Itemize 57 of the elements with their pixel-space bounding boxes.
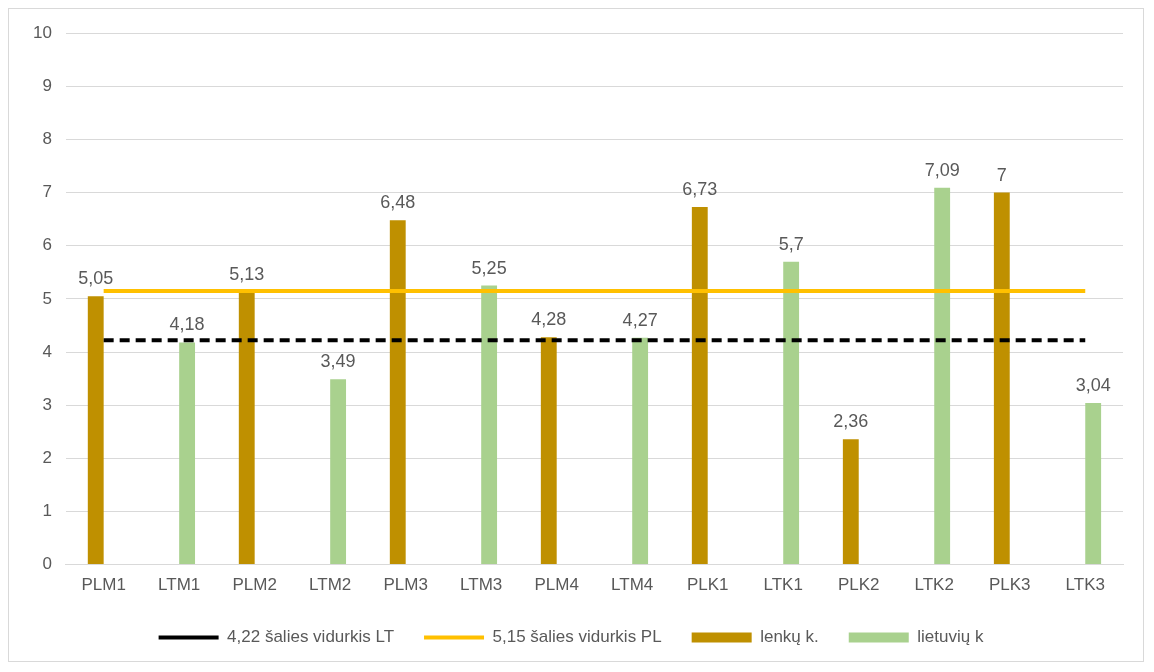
- data-label: 3,49: [320, 351, 356, 372]
- bar: [481, 285, 498, 565]
- data-label: 2,36: [833, 411, 869, 432]
- bar: [87, 296, 104, 565]
- bar: [993, 192, 1010, 565]
- bar: [842, 439, 859, 565]
- x-tick-label: PLM2: [232, 575, 277, 595]
- y-tick-label: 3: [42, 394, 52, 414]
- data-label: 6,73: [682, 178, 718, 199]
- y-tick-label: 1: [42, 501, 52, 521]
- y-tick-label: 9: [42, 76, 52, 96]
- data-label: 3,04: [1075, 375, 1111, 396]
- data-label: 7,09: [924, 159, 960, 180]
- x-tick-label: PLM3: [383, 575, 428, 595]
- x-tick-label: PLM1: [81, 575, 126, 595]
- y-tick-label: 0: [42, 554, 52, 574]
- data-label: 4,27: [622, 309, 658, 330]
- bar: [1085, 403, 1102, 565]
- bar: [179, 342, 196, 565]
- x-tick-label: LTM3: [460, 575, 503, 595]
- y-tick-label: 4: [42, 341, 52, 361]
- bar: [330, 379, 347, 565]
- legend-label: lietuvių k: [917, 627, 984, 647]
- y-tick-label: 7: [42, 182, 52, 202]
- x-tick-label: LTM4: [611, 575, 654, 595]
- x-tick-label: PLK3: [988, 575, 1031, 595]
- legend-label: lenkų k.: [760, 627, 819, 647]
- bar: [783, 261, 800, 565]
- data-label: 4,28: [531, 309, 567, 330]
- legend-label: 4,22 šalies vidurkis LT: [227, 627, 395, 647]
- x-tick-label: LTK2: [914, 575, 954, 595]
- y-tick-label: 5: [42, 288, 52, 308]
- bar: [389, 220, 406, 565]
- y-tick-label: 2: [42, 448, 52, 468]
- bar: [691, 206, 708, 565]
- x-tick-label: LTK3: [1065, 575, 1105, 595]
- legend-label: 5,15 šalies vidurkis PL: [492, 627, 662, 647]
- x-tick-label: LTK1: [763, 575, 803, 595]
- bar: [540, 337, 557, 565]
- x-tick-label: PLM4: [534, 575, 579, 595]
- y-tick-label: 10: [32, 22, 52, 42]
- x-tick-label: LTM2: [309, 575, 352, 595]
- data-label: 6,48: [380, 192, 416, 213]
- data-label: 5,05: [78, 268, 114, 289]
- data-label: 5,7: [778, 233, 804, 254]
- data-label: 5,13: [229, 263, 265, 284]
- data-label: 4,18: [169, 314, 205, 335]
- data-label: 5,25: [471, 257, 507, 278]
- bar: [934, 187, 951, 565]
- x-tick-label: PLK2: [837, 575, 880, 595]
- y-tick-label: 6: [42, 235, 52, 255]
- bar: [238, 291, 255, 565]
- bar: [632, 337, 649, 565]
- y-tick-label: 8: [42, 129, 52, 149]
- data-label: 7: [996, 164, 1007, 185]
- x-tick-label: LTM1: [158, 575, 201, 595]
- x-tick-label: PLK1: [686, 575, 729, 595]
